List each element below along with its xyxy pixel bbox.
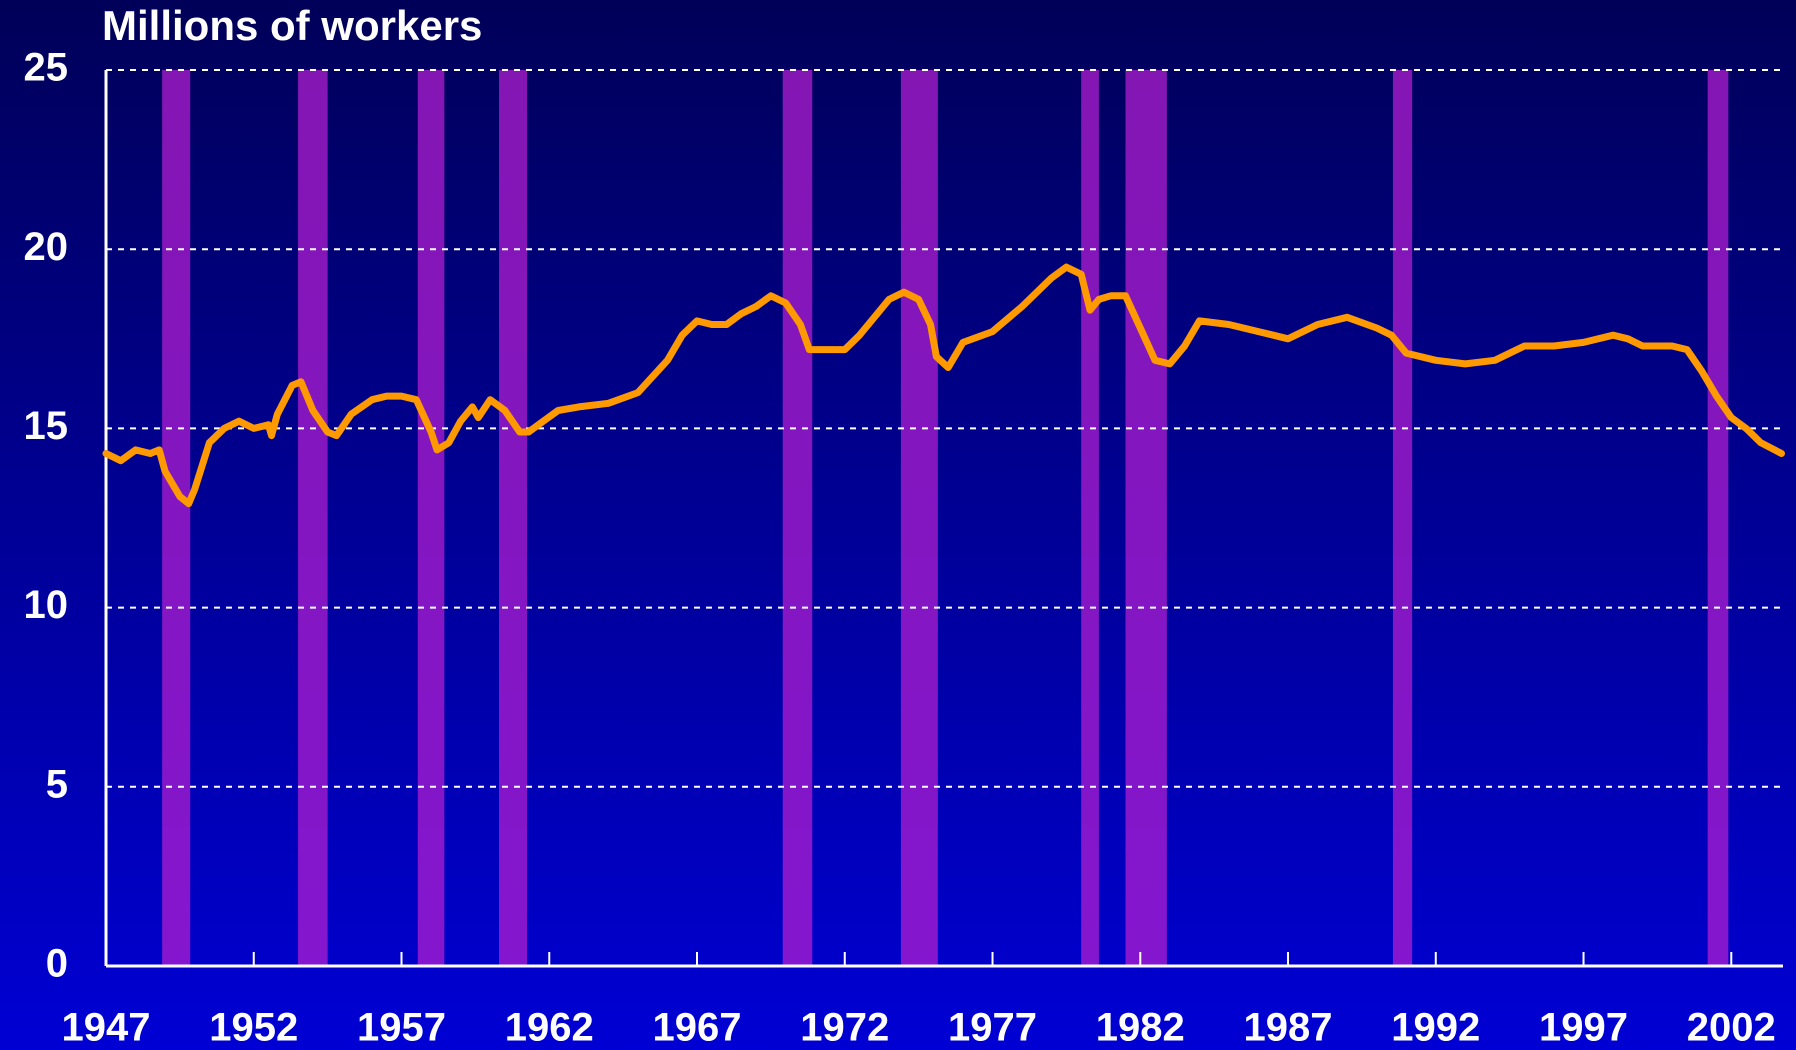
y-tick-label: 5 [46, 762, 68, 806]
recession-band [1081, 70, 1099, 966]
x-tick-label: 1987 [1244, 1006, 1333, 1050]
recession-band [900, 70, 938, 966]
recession-band [162, 70, 191, 966]
x-tick-label: 1982 [1096, 1006, 1185, 1050]
x-tick-label: 1947 [62, 1006, 151, 1050]
recession-band [1707, 70, 1729, 966]
y-tick-label: 0 [46, 942, 68, 986]
x-tick-label: 1977 [948, 1006, 1037, 1050]
x-tick-label: 1967 [653, 1006, 742, 1050]
recession-band [782, 70, 813, 966]
x-tick-label: 1957 [357, 1006, 446, 1050]
y-tick-label: 25 [24, 46, 69, 90]
x-tick-label: 1992 [1391, 1006, 1480, 1050]
x-tick-label: 1972 [800, 1006, 889, 1050]
recession-band [417, 70, 445, 966]
recession-band [499, 70, 528, 966]
chart-title: Millions of workers [102, 2, 482, 49]
data-line [102, 263, 1785, 508]
y-tick-label: 20 [24, 225, 69, 269]
recession-band [1125, 70, 1167, 966]
x-tick-label: 2002 [1687, 1006, 1776, 1050]
recession-band [298, 70, 328, 966]
x-tick-label: 1997 [1539, 1006, 1628, 1050]
x-tick-label: 1952 [209, 1006, 298, 1050]
y-tick-label: 15 [24, 404, 69, 448]
x-tick-label: 1962 [505, 1006, 594, 1050]
recession-band [1392, 70, 1413, 966]
y-tick-label: 10 [24, 583, 69, 627]
